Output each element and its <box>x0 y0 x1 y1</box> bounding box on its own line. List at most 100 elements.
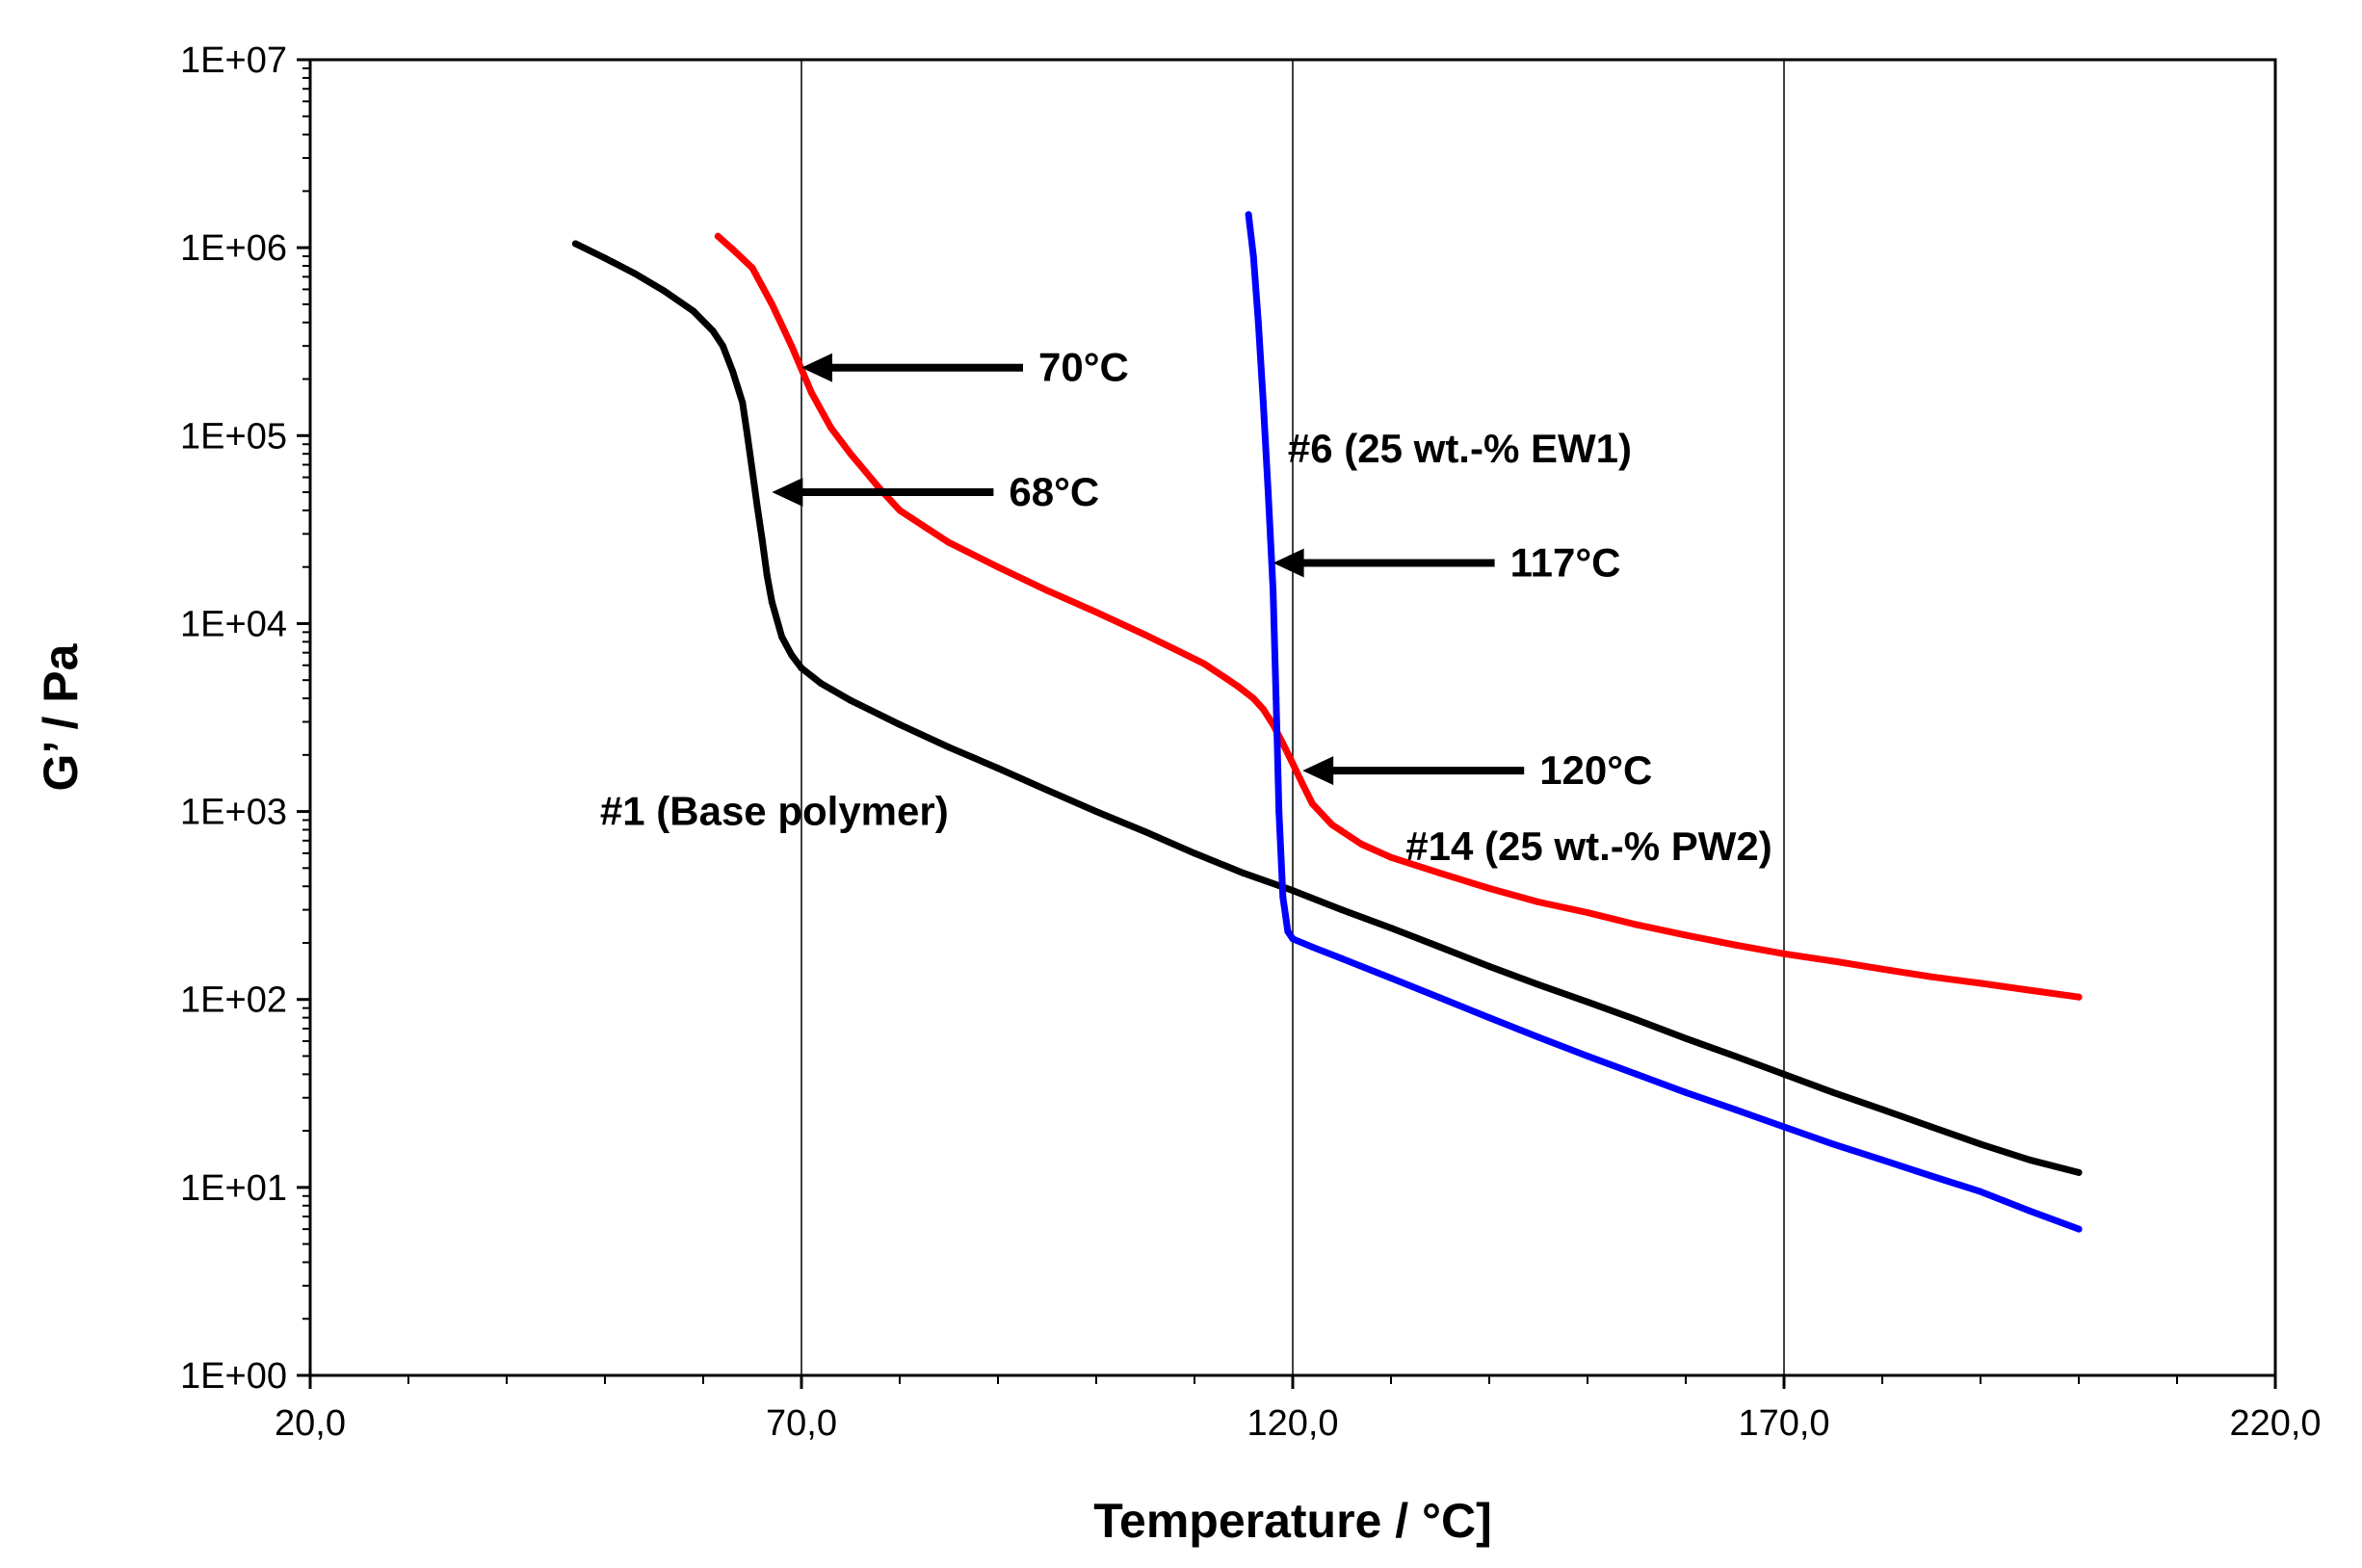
data-point <box>729 368 737 375</box>
data-point <box>1878 965 1886 973</box>
data-point <box>1338 906 1346 914</box>
data-point <box>763 572 771 580</box>
data-point <box>1436 870 1444 877</box>
y-tick-label: 1E+01 <box>180 1168 287 1209</box>
series-label: #6 (25 wt.-% EW1) <box>1288 426 1632 471</box>
data-point <box>945 744 953 751</box>
data-point <box>1270 587 1277 594</box>
data-point <box>601 254 609 262</box>
data-point <box>1254 319 1262 327</box>
data-point <box>817 680 825 688</box>
data-point <box>1259 705 1267 713</box>
data-point <box>1928 1123 1935 1131</box>
y-tick-label: 1E+06 <box>180 228 287 269</box>
arrowhead-icon <box>1273 548 1304 578</box>
series-group <box>571 211 2083 1233</box>
series-2 <box>714 232 2083 1001</box>
data-point <box>994 765 1002 772</box>
annotation-label: 68°C <box>1009 469 1099 514</box>
data-point <box>709 327 717 335</box>
data-point <box>1485 1014 1493 1022</box>
data-point <box>1928 1172 1935 1180</box>
y-tick-label: 1E+04 <box>180 604 287 644</box>
data-point <box>719 342 726 350</box>
annotation: 117°C <box>1273 540 1621 586</box>
data-point <box>1308 800 1316 807</box>
data-point <box>2075 1225 2083 1233</box>
data-point <box>768 598 775 606</box>
series-3 <box>1245 211 2083 1233</box>
x-tick-label: 170,0 <box>1738 1403 1829 1444</box>
arrowhead-icon <box>772 478 803 508</box>
data-point <box>1731 1053 1739 1059</box>
arrowhead-icon <box>801 353 832 382</box>
data-point <box>847 696 854 704</box>
data-point <box>1682 1034 1690 1042</box>
data-point <box>2075 993 2083 1001</box>
data-point <box>768 301 775 308</box>
data-point <box>788 651 796 659</box>
data-point <box>1780 1070 1788 1078</box>
data-point <box>753 503 761 510</box>
annotation: 70°C <box>801 345 1129 390</box>
data-point <box>1142 631 1149 639</box>
data-point <box>1142 828 1149 836</box>
x-tick-label: 70,0 <box>766 1403 837 1444</box>
annotation: 68°C <box>772 469 1099 514</box>
data-point <box>1829 957 1837 965</box>
data-point <box>1289 760 1297 768</box>
data-point <box>690 307 697 315</box>
gridlines <box>800 60 1785 1375</box>
data-point <box>748 467 756 475</box>
annotation-label: 117°C <box>1510 540 1621 586</box>
data-point <box>1387 975 1395 981</box>
data-point <box>744 431 751 439</box>
data-point <box>1279 894 1287 901</box>
data-point <box>758 536 766 543</box>
data-point <box>847 450 854 457</box>
data-point <box>1977 1188 1984 1195</box>
data-point <box>1240 870 1247 877</box>
data-point <box>798 665 805 672</box>
data-point <box>1682 931 1690 939</box>
data-point <box>788 342 796 350</box>
data-point <box>807 388 815 396</box>
data-point <box>1928 973 1935 980</box>
data-point <box>714 232 722 240</box>
data-point <box>1584 998 1591 1006</box>
data-point <box>1682 1088 1690 1096</box>
data-point <box>1584 909 1591 916</box>
data-point <box>1387 925 1395 931</box>
y-tick-label: 1E+03 <box>180 793 287 833</box>
arrowhead-icon <box>1302 756 1334 786</box>
series-line <box>714 232 2083 1001</box>
data-point <box>1289 935 1297 943</box>
data-point <box>1633 1070 1640 1078</box>
data-point <box>896 720 904 728</box>
data-point <box>2075 1168 2083 1176</box>
data-point <box>1308 943 1316 951</box>
series-line <box>1245 211 2083 1233</box>
data-point <box>896 507 904 514</box>
data-point <box>1485 884 1493 892</box>
data-point <box>1299 780 1306 788</box>
data-point <box>2026 1156 2034 1163</box>
series-labels: #1 (Base polymer) #6 (25 wt.-% EW1) #14 (2… <box>600 426 1772 869</box>
y-tick-label: 1E+05 <box>180 416 287 457</box>
data-point <box>1387 853 1395 861</box>
series-label: #1 (Base polymer) <box>600 789 949 834</box>
y-axis-title: G’ / Pa <box>34 642 88 791</box>
data-point <box>1535 1033 1542 1041</box>
data-point <box>1249 694 1257 702</box>
data-point <box>1273 694 1280 702</box>
data-point <box>1780 950 1788 957</box>
data-point <box>1829 1140 1837 1148</box>
data-point <box>729 246 737 253</box>
data-point <box>631 270 639 277</box>
data-point <box>1249 252 1257 260</box>
data-point <box>1584 1053 1591 1059</box>
series-label: #14 (25 wt.-% PW2) <box>1405 823 1772 869</box>
data-point <box>945 538 953 546</box>
data-point <box>1977 1140 1984 1148</box>
data-point <box>1357 841 1365 848</box>
